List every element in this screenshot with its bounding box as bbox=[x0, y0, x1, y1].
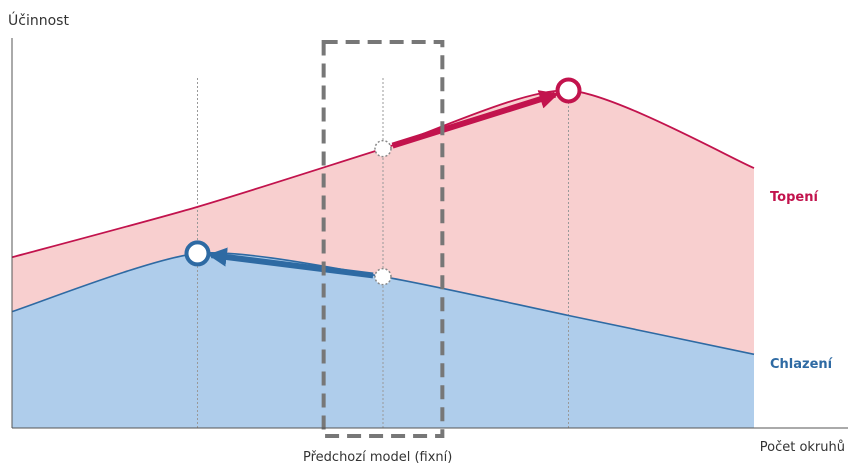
series-label-cooling: Chlazení bbox=[770, 357, 833, 372]
cooling-improvement-arrow bbox=[207, 247, 374, 279]
optimum-point bbox=[184, 240, 211, 267]
x-axis-label: Počet okruhů bbox=[759, 440, 845, 455]
previous-model-label: Předchozí model (fixní) bbox=[303, 450, 453, 465]
series-label-heating: Topení bbox=[770, 190, 818, 205]
previous-model-box bbox=[321, 40, 445, 438]
y-axis-label: Účinnost bbox=[8, 13, 69, 29]
previous-model-point bbox=[374, 139, 392, 158]
optimum-point bbox=[555, 77, 582, 104]
heating-improvement-arrow bbox=[391, 90, 559, 149]
cooling-area bbox=[12, 252, 754, 428]
previous-model-point bbox=[374, 267, 392, 286]
